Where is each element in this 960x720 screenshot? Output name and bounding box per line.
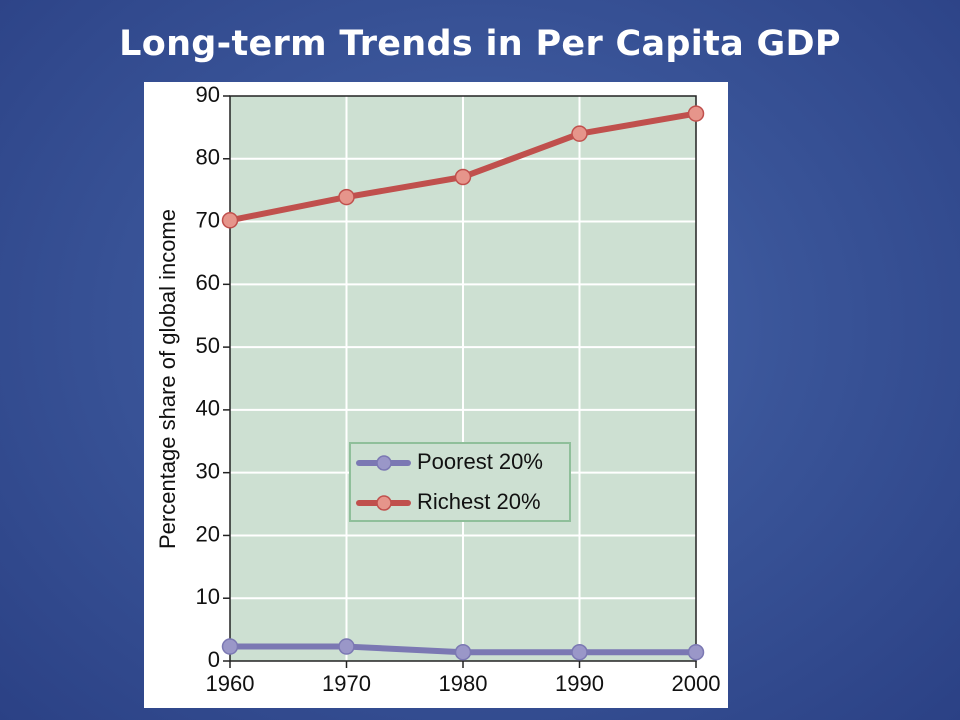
data-point (571, 643, 588, 661)
data-point (221, 638, 239, 655)
y-tick-label: 30 (196, 458, 220, 483)
y-tick-label: 20 (196, 521, 220, 546)
data-point (338, 638, 355, 655)
legend-entry: Richest 20% (356, 489, 541, 514)
series-0 (221, 638, 705, 661)
chart-panel: 0 10 20 30 40 50 60 70 80 90 1960 1970 1980 1990 2000… (144, 82, 728, 708)
legend-entry: Poorest 20% (356, 449, 543, 474)
slide-title: Long-term Trends in Per Capita GDP (119, 24, 841, 64)
y-tick-label: 80 (196, 145, 220, 170)
x-tick-label: 1970 (322, 671, 371, 696)
legend-label: Poorest 20% (417, 449, 543, 474)
x-tick-label: 2000 (672, 671, 721, 696)
series-lines (221, 105, 705, 661)
legend-swatch-marker (376, 495, 392, 511)
y-axis-title: Percentage share of global income (155, 209, 180, 549)
data-point (338, 188, 355, 206)
y-tick-labels: 0 10 20 30 40 50 60 70 80 90 (196, 82, 220, 672)
data-point (221, 212, 239, 229)
y-tick-label: 70 (196, 207, 220, 232)
data-point (687, 643, 705, 661)
data-point (454, 168, 472, 186)
data-point (454, 643, 472, 661)
series-1 (221, 105, 705, 229)
line-chart: 0 10 20 30 40 50 60 70 80 90 1960 1970 1980 1990 2000… (155, 82, 721, 696)
y-tick-label: 0 (208, 647, 220, 672)
data-point (571, 125, 588, 142)
y-tick-label: 60 (196, 270, 220, 295)
legend-label: Richest 20% (417, 489, 541, 514)
legend-swatch-marker (376, 455, 392, 471)
x-tick-label: 1980 (439, 671, 488, 696)
y-tick-label: 40 (196, 396, 220, 421)
data-point (687, 105, 705, 122)
x-tick-label: 1960 (206, 671, 255, 696)
y-tick-label: 50 (196, 333, 220, 358)
x-tick-label: 1990 (555, 671, 604, 696)
y-tick-label: 10 (196, 584, 220, 609)
x-tick-labels: 1960 1970 1980 1990 2000 (206, 671, 721, 696)
legend: Poorest 20% Richest 20% (349, 442, 571, 522)
y-tick-label: 90 (196, 82, 220, 107)
